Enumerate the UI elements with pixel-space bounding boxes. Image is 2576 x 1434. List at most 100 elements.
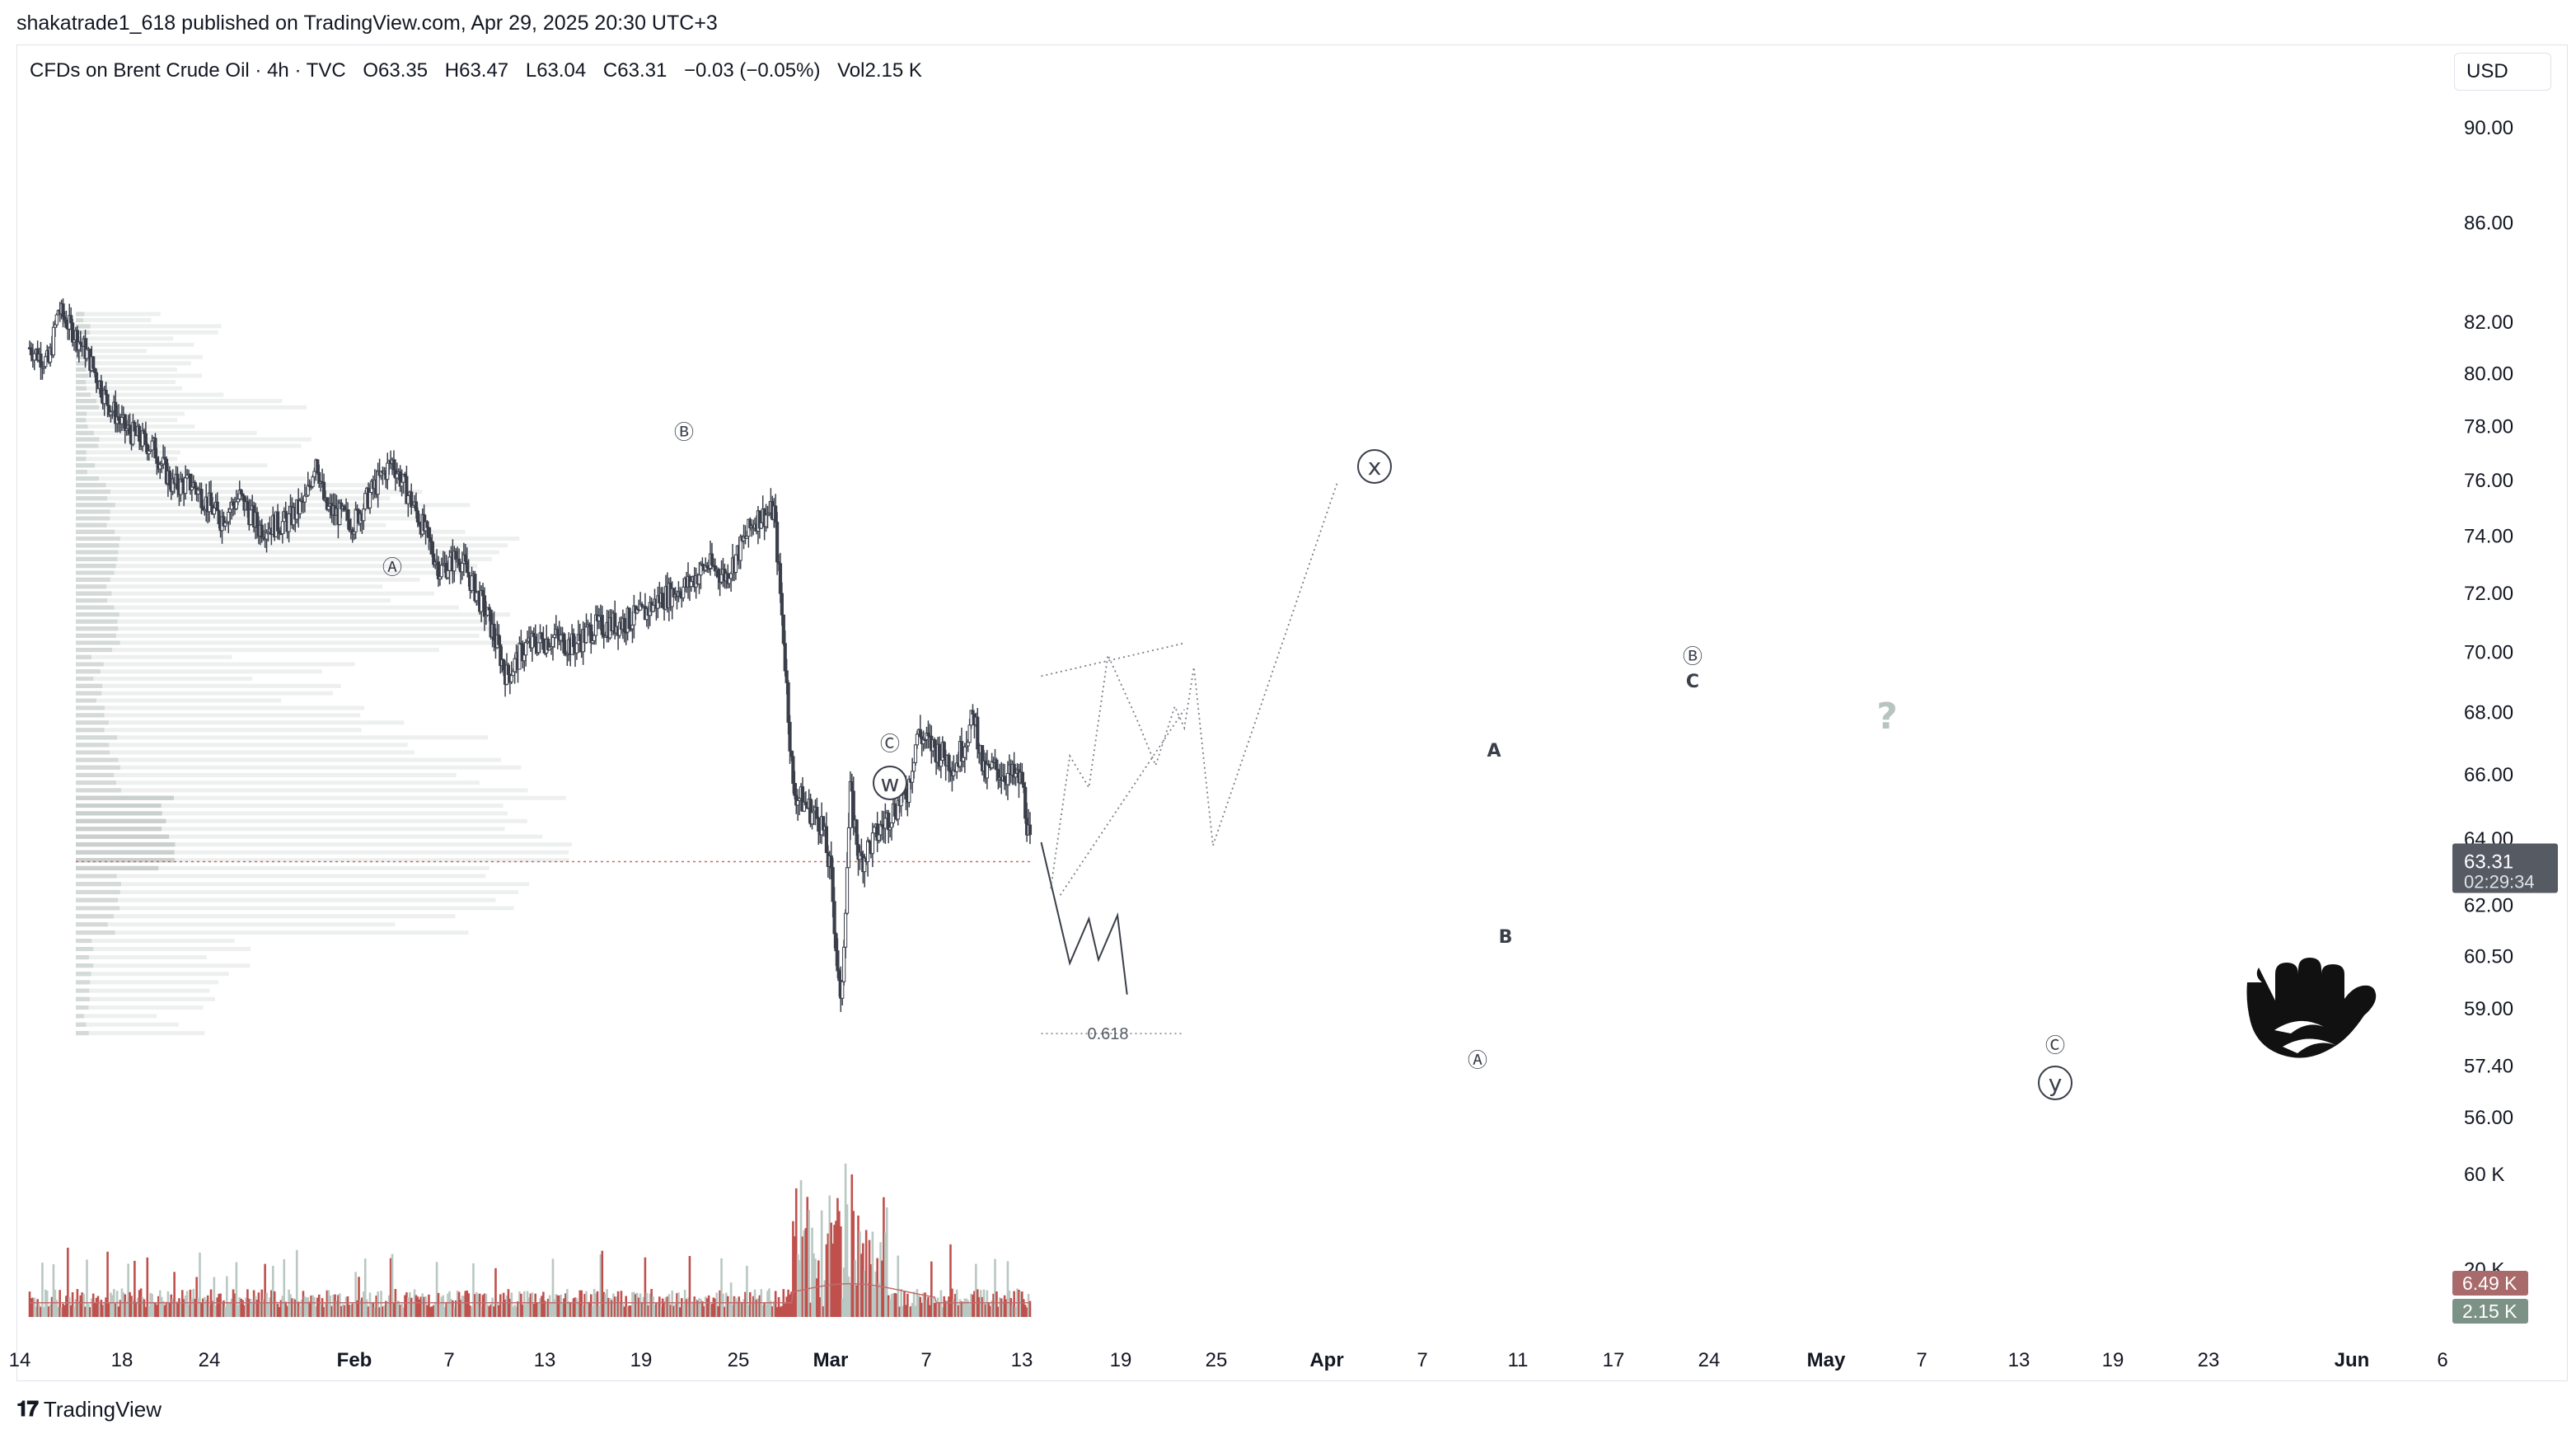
projection-path — [1040, 841, 1128, 995]
fib-label: 0.618 — [1088, 1025, 1129, 1043]
candle-body — [536, 642, 541, 654]
volume-bar — [130, 1296, 133, 1317]
volume-bar — [405, 1292, 408, 1317]
volume-bar — [979, 1290, 982, 1317]
volume-profile-row — [76, 827, 505, 832]
volume-bar — [596, 1291, 599, 1317]
volume-bar — [529, 1293, 532, 1317]
volume-bar — [616, 1291, 620, 1317]
volume-bar — [68, 1296, 71, 1317]
volume-bar — [817, 1260, 820, 1317]
volume-bar — [833, 1225, 836, 1317]
volume-bar — [637, 1297, 640, 1317]
volume-bar — [489, 1304, 492, 1317]
volume-bar — [469, 1305, 471, 1317]
volume-bar — [30, 1298, 33, 1317]
candle-body — [116, 416, 121, 421]
volume-bar — [766, 1291, 769, 1317]
volume-profile-row — [76, 850, 569, 855]
volume-bar — [356, 1300, 358, 1317]
volume-bar — [688, 1255, 691, 1317]
candle-body — [540, 632, 544, 640]
footer-brand[interactable]: 𝟏𝟕 TradingView — [16, 1396, 162, 1422]
price-tick-label: 68.00 — [2464, 702, 2513, 724]
volume-bar — [618, 1301, 621, 1317]
volume-bar — [382, 1306, 384, 1317]
volume-bar — [498, 1305, 500, 1317]
volume-bar — [850, 1174, 854, 1317]
volume-bar — [98, 1303, 101, 1317]
price-tick-label: 70.00 — [2464, 641, 2513, 663]
volume-bar — [771, 1305, 774, 1317]
time-tick-label: 17 — [1603, 1349, 1625, 1371]
currency-selector[interactable]: USD — [2454, 53, 2551, 91]
volume-bar — [259, 1301, 262, 1317]
volume-profile — [76, 312, 572, 1036]
volume-profile-row — [76, 633, 480, 638]
volume-bar — [1011, 1305, 1014, 1317]
candle-body — [142, 430, 147, 434]
candle-body — [933, 739, 937, 748]
volume-bar — [715, 1292, 719, 1317]
volume-bar — [941, 1307, 944, 1317]
volume-bar — [81, 1292, 83, 1317]
volume-bar — [683, 1289, 686, 1317]
candle-body — [133, 422, 137, 432]
volume-bar — [639, 1293, 642, 1317]
volume-bar — [254, 1296, 257, 1317]
volume-bar — [200, 1302, 203, 1317]
volume-profile-row — [76, 1005, 204, 1010]
volume-bar — [404, 1295, 406, 1317]
volume-bar — [693, 1296, 696, 1317]
volume-bar — [224, 1307, 227, 1317]
price-axis[interactable]: 90.00 86.00 82.00 80.00 78.00 76.00 74.00 72.00… — [2464, 117, 2513, 1129]
projection-path — [1050, 483, 1338, 889]
volume-bar — [655, 1301, 658, 1317]
volume-bar — [929, 1305, 931, 1317]
volume-bar — [738, 1296, 741, 1317]
volume-bar — [326, 1290, 329, 1317]
candle-body — [562, 633, 566, 654]
candle-body — [326, 505, 330, 510]
candle-body — [859, 851, 864, 856]
candle-body — [1022, 782, 1026, 788]
volume-bar — [399, 1305, 401, 1317]
projection-path — [1041, 642, 1185, 677]
volume-profile-row — [76, 743, 408, 747]
volume-bar — [208, 1305, 211, 1317]
candle-body — [824, 826, 829, 854]
volume-bar — [367, 1306, 370, 1317]
volume-bar — [750, 1303, 753, 1317]
volume-bar — [1000, 1298, 1003, 1317]
symbol-title[interactable]: CFDs on Brent Crude Oil · 4h · TVC — [30, 59, 346, 82]
candle-body — [513, 658, 517, 672]
volume-bar — [984, 1304, 987, 1317]
volume-bar — [396, 1300, 399, 1317]
candle-body — [947, 754, 951, 771]
volume-bar — [527, 1297, 531, 1317]
candle-body — [509, 675, 513, 682]
volume-bar — [77, 1300, 81, 1317]
volume-bar — [569, 1302, 572, 1317]
volume-high-value: 6.49 K — [2462, 1272, 2517, 1294]
candle-body — [592, 635, 597, 641]
volume-bar — [269, 1297, 271, 1317]
chart-frame — [16, 45, 2568, 1381]
volume-bar — [722, 1293, 724, 1317]
candle-body — [249, 509, 253, 525]
candle-body — [1023, 786, 1028, 819]
volume-bar — [184, 1296, 187, 1317]
high-value: 63.47 — [459, 59, 509, 82]
volume-bar — [158, 1290, 162, 1317]
volume-bar — [185, 1291, 189, 1317]
volume-profile-row — [76, 677, 253, 682]
volume-bar — [676, 1293, 678, 1317]
volume-bar — [574, 1297, 577, 1317]
candle-body — [834, 933, 838, 952]
volume-profile-row — [76, 897, 496, 902]
volume-bar — [544, 1300, 546, 1317]
time-axis[interactable]: 14 18 24 Feb 7 13 19 25 Mar 7 13 19 25 Apr 7 11 17 24 May 7… — [9, 1349, 2448, 1371]
volume-bar — [801, 1236, 804, 1317]
candle-body — [578, 634, 582, 641]
